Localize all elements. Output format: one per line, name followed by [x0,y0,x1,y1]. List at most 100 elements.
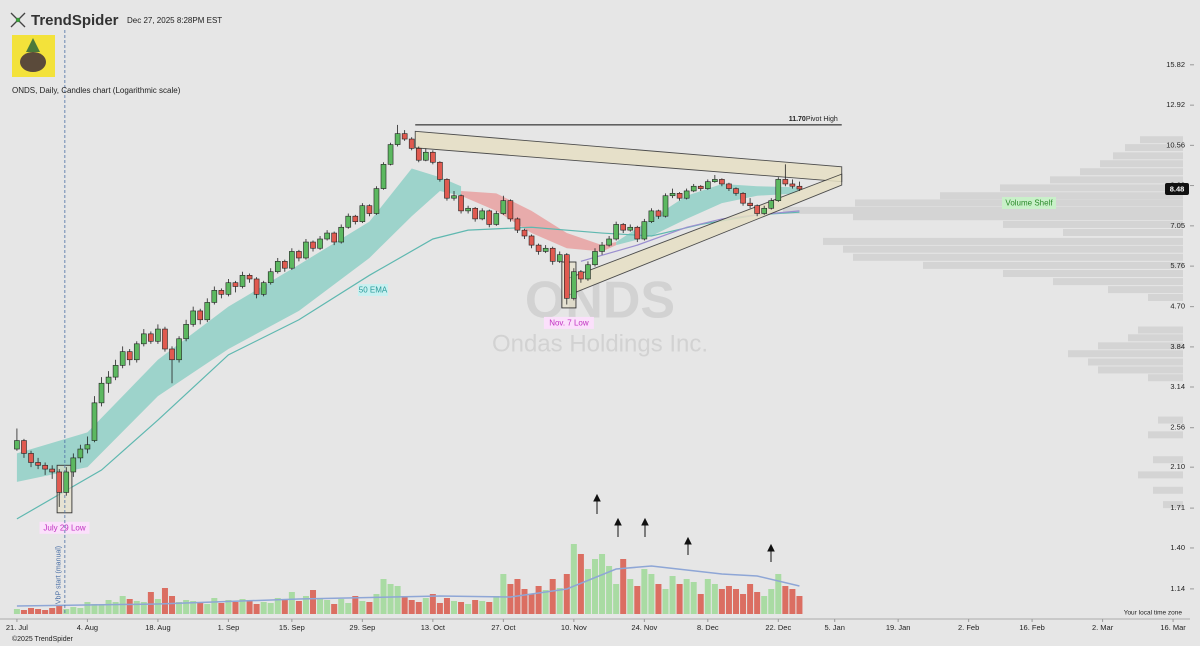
volume-profile-bar [1148,294,1183,302]
candle-body [655,210,662,217]
candle-body [84,444,91,450]
volume-bar [747,584,754,614]
candle-body [387,144,394,165]
watermark-company: Ondas Holdings Inc. [492,330,708,357]
candle-body [289,251,295,269]
volume-profile-bar [1138,471,1183,479]
logo-icon [10,12,26,28]
volume-bar [190,601,197,614]
volume-bar [584,569,591,614]
candle-body [28,453,34,463]
volume-bar [352,596,359,614]
candle-body [704,181,711,189]
volume-bar [359,601,366,614]
volume-bar [63,609,70,614]
candle-body [733,188,739,194]
volume-bar [768,589,775,614]
volume-bar [331,604,338,614]
volume-bar [387,584,394,614]
volume-profile-bar [923,261,1183,269]
candle-body [211,290,218,303]
volume-bar [288,592,295,614]
volume-bar [486,602,493,614]
volume-bar [401,596,408,614]
y-tick-label: 2.56 [1170,423,1185,432]
volume-bar [70,607,77,614]
vbp-label: VbP start (manual) [56,546,63,604]
volume-profile-bar [1125,144,1183,152]
volume-bar [500,574,507,614]
volume-bar [599,554,606,614]
x-tick-label: 24. Nov [631,623,657,632]
volume-bar [204,604,211,614]
candle-body [373,188,380,214]
volume-bar [49,608,56,614]
volume-bar [732,589,739,614]
candle-body [564,254,570,299]
volume-bar [479,601,486,614]
candle-body [408,138,415,149]
volume-bar [338,599,345,614]
ema-cloud [16,168,462,482]
price-tag-label: 8.48 [1170,185,1185,194]
volume-bar [20,610,27,614]
volume-bar [754,592,761,614]
y-tick-label: 3.14 [1170,382,1185,391]
volume-bar [169,596,176,614]
volume-profile-bar [1140,136,1183,144]
candle-body [500,200,507,214]
candle-body [528,235,535,246]
candle-body [232,282,239,287]
price-tag [1165,183,1189,196]
candle-body [246,275,253,280]
candle-body [578,271,584,280]
volume-bar [775,574,782,614]
candle-body [141,333,147,345]
x-tick-label: 15. Sep [279,623,305,632]
candle-body [218,290,225,295]
candle-body [21,440,27,454]
volume-bar [42,610,49,614]
candle-body [70,457,77,473]
candle-body [317,238,323,249]
volume-bar [718,589,725,614]
volume-bar [197,602,204,614]
candle-body [105,376,112,384]
x-tick-label: 16. Feb [1019,623,1044,632]
candle-body [754,205,760,214]
candle-body [303,241,309,259]
candle-body [415,148,422,161]
volume-bar [542,590,549,614]
volume-profile-bar [1080,168,1183,176]
candle-body [472,207,478,220]
candle-body [641,221,648,240]
volume-bar [535,586,542,614]
volume-bar [422,598,429,614]
candle-body [775,179,782,201]
volume-bar [260,602,267,614]
wedge-band [414,130,843,183]
candle-body [169,348,175,361]
volume-bar [796,596,803,614]
volume-bar [154,599,161,614]
candle-body [662,195,669,217]
candle-body [796,185,803,190]
candle-body [437,161,443,180]
candle-body [98,382,105,404]
candle-body [761,207,767,214]
candle-body [726,183,732,189]
x-tick-label: 2. Mar [1092,623,1114,632]
candle-body [282,261,288,269]
volume-bar [239,599,246,614]
candle-body [49,468,55,473]
volume-bar [789,589,796,614]
ema-cloud [616,183,800,246]
candle-body [296,251,302,259]
header: TrendSpider Dec 27, 2025 8:28PM EST ONDS… [10,12,222,95]
volume-bar [302,596,309,614]
candle-body [789,183,796,187]
candle-body [197,310,204,321]
pivot-value: 11.70 [789,116,806,123]
candle-body [112,365,119,378]
